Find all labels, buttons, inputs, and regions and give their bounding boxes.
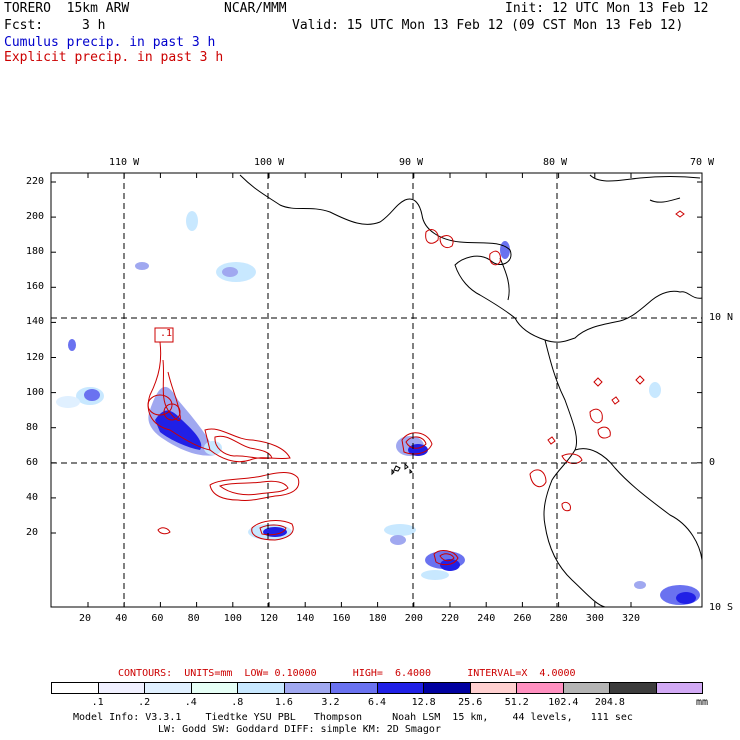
legend-swatch bbox=[610, 683, 657, 693]
x-tick-label: 160 bbox=[332, 613, 351, 624]
x-tick-label: 180 bbox=[368, 613, 387, 624]
y-tick-label: 160 bbox=[26, 281, 45, 293]
legend-swatch bbox=[331, 683, 378, 693]
x-tick-label: 140 bbox=[296, 613, 315, 624]
legend-value-label: .4 bbox=[184, 697, 197, 708]
legend-swatch bbox=[656, 683, 702, 693]
legend-swatch bbox=[191, 683, 238, 693]
y-tick-label: 80 bbox=[26, 421, 39, 433]
legend-swatch bbox=[424, 683, 471, 693]
explicit-precip-title: Explicit precip. in past 3 h bbox=[4, 50, 224, 65]
model-info-line: Model Info: V3.3.1 Tiedtke YSU PBL Thomp… bbox=[73, 712, 633, 723]
lon-label-90w: 90 W bbox=[399, 157, 424, 168]
legend-value-label: .8 bbox=[231, 697, 244, 708]
y-tick-label: 20 bbox=[26, 527, 39, 538]
lat-label-10s: 10 S bbox=[709, 602, 734, 613]
legend-value-label: 51.2 bbox=[504, 697, 529, 708]
legend-value-label: 6.4 bbox=[368, 697, 387, 708]
lon-label-110w: 110 W bbox=[109, 157, 140, 168]
x-tick-label: 320 bbox=[622, 613, 641, 624]
y-tick-label: 100 bbox=[26, 386, 45, 398]
legend-swatch bbox=[238, 683, 285, 693]
lon-label-80w: 80 W bbox=[543, 157, 568, 168]
map-frame bbox=[50, 172, 703, 608]
legend-value-label: .1 bbox=[91, 697, 104, 708]
lat-label-10n: 10 N bbox=[709, 312, 734, 323]
lat-lon-grid bbox=[51, 173, 702, 607]
lon-label-70w: 70 W bbox=[690, 157, 715, 168]
x-tick-label: 240 bbox=[477, 613, 496, 624]
legend-swatch bbox=[52, 683, 99, 693]
legend-value-label: 204.8 bbox=[594, 697, 625, 708]
model-title: TORERO 15km ARW bbox=[4, 1, 130, 16]
lat-label-0: 0 bbox=[709, 457, 716, 468]
legend-swatch bbox=[377, 683, 424, 693]
physics-info-line: LW: Godd SW: Goddard DIFF: simple KM: 2D… bbox=[158, 724, 441, 735]
y-tick-label: 220 bbox=[26, 176, 45, 187]
contour-label-box bbox=[154, 327, 174, 343]
lon-label-100w: 100 W bbox=[254, 157, 285, 168]
coastlines bbox=[239, 174, 703, 608]
legend-swatch bbox=[145, 683, 192, 693]
y-tick-label: 180 bbox=[26, 246, 45, 258]
x-tick-label: 260 bbox=[513, 613, 532, 624]
y-tick-label: 40 bbox=[26, 491, 39, 503]
contour-value-label: .1 bbox=[160, 328, 173, 339]
legend-value-label: 3.2 bbox=[321, 697, 340, 708]
x-tick-label: 280 bbox=[549, 613, 568, 624]
legend-value-label: 12.8 bbox=[411, 697, 436, 708]
valid-time: Valid: 15 UTC Mon 13 Feb 12 (09 CST Mon … bbox=[292, 18, 684, 33]
init-time: Init: 12 UTC Mon 13 Feb 12 bbox=[505, 1, 709, 16]
forecast-label: Fcst: bbox=[4, 18, 44, 33]
legend-swatch bbox=[284, 683, 331, 693]
x-tick-label: 80 bbox=[187, 613, 200, 624]
cumulus-precip-title: Cumulus precip. in past 3 h bbox=[4, 35, 216, 50]
x-tick-marks bbox=[87, 173, 632, 607]
y-tick-marks bbox=[51, 181, 702, 534]
organization-label: NCAR/MMM bbox=[224, 1, 287, 16]
x-tick-label: 200 bbox=[404, 613, 423, 624]
x-tick-label: 40 bbox=[115, 613, 128, 624]
x-tick-label: 20 bbox=[79, 613, 92, 624]
legend-unit: mm bbox=[696, 697, 709, 708]
legend-swatch bbox=[563, 683, 610, 693]
forecast-hours: 3 h bbox=[82, 18, 106, 33]
cumulus-precip-shading bbox=[56, 211, 700, 605]
x-tick-label: 100 bbox=[223, 613, 242, 624]
x-tick-label: 120 bbox=[260, 613, 279, 624]
legend-value-label: 25.6 bbox=[458, 697, 483, 708]
y-tick-label: 120 bbox=[26, 351, 45, 363]
legend-title: CONTOURS: UNITS=mm LOW= 0.10000 HIGH= 6.… bbox=[118, 668, 576, 679]
y-tick-label: 200 bbox=[26, 211, 45, 223]
legend-swatch bbox=[470, 683, 517, 693]
legend-value-label: 1.6 bbox=[274, 697, 293, 708]
legend-swatch bbox=[98, 683, 145, 693]
color-legend-bar bbox=[51, 682, 703, 694]
legend-swatch bbox=[517, 683, 564, 693]
x-tick-label: 60 bbox=[151, 613, 164, 624]
legend-value-label: .2 bbox=[138, 697, 151, 708]
x-tick-label: 300 bbox=[585, 613, 604, 624]
x-tick-label: 220 bbox=[441, 613, 460, 624]
legend-value-label: 102.4 bbox=[548, 697, 579, 708]
y-tick-label: 60 bbox=[26, 456, 39, 468]
y-tick-label: 140 bbox=[26, 316, 45, 328]
